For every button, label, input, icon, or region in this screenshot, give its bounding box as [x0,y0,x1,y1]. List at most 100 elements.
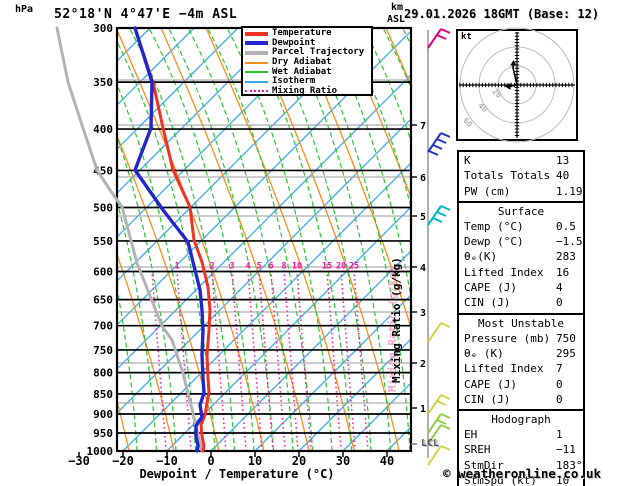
svg-text:7: 7 [420,121,426,132]
svg-text:1: 1 [174,262,179,272]
legend-item: Parcel Trajectory [245,48,368,58]
site-title: 52°18'N 4°47'E −4m ASL [54,7,238,22]
pressure-unit-label: hPa [15,4,34,15]
legend-line-sample [245,80,268,83]
row-label: θₑ (K) [464,346,504,360]
table-row: CAPE (J) 4 [459,280,583,295]
table-row: CIN (J) 0 [459,392,583,407]
row-value: 295 [556,346,576,360]
row-value: 13 [556,154,570,167]
legend-line-sample [245,31,268,36]
table-row: Dewp (°C) −1.5 [459,234,583,249]
table-row: EH 1 [459,427,583,442]
mixing-ratio-labels: 1 2 3 4 5 6 8 10 15 20 25 [174,262,359,272]
legend-line-sample [245,90,268,93]
row-value: 10 [556,474,570,486]
svg-text:15: 15 [322,262,332,272]
wind-barb [427,322,451,343]
isotherm-lines [117,28,411,451]
temp-axis-label: Dewpoint / Temperature (°C) [139,467,335,481]
row-value: 0 [556,377,563,391]
row-label: Lifted Index [464,362,544,376]
hodograph-unit-label: kt [461,32,472,42]
svg-text:0: 0 [207,454,214,468]
table-section: Most Unstable Pressure (mb) 750 θₑ (K) 295 Li… [459,312,583,409]
row-value: 0.5 [556,219,576,233]
row-label: Lifted Index [464,265,544,279]
table-section: Surface Temp (°C) 0.5 Dewp (°C) −1.5 θₑ(K) 283… [459,200,583,313]
parcel-trajectory-curve [55,26,204,453]
svg-text:6: 6 [420,173,426,184]
row-label: Totals Totals [464,169,551,183]
svg-text:300: 300 [93,22,113,35]
legend-item: Mixing Ratio [245,85,368,97]
table-row: Pressure (mb) 750 [459,331,583,346]
svg-text:800: 800 [93,367,113,380]
table-row: Lifted Index 7 [459,361,583,376]
svg-text:850: 850 [93,388,113,401]
svg-text:20: 20 [292,454,306,468]
altitude-unit-km: km [391,2,404,13]
legend-item: Isotherm [245,77,368,87]
wind-barb [427,28,451,49]
table-row: StmDir 183° [459,458,583,473]
table-row: θₑ (K) 295 [459,346,583,361]
row-label: StmDir [464,458,504,472]
row-label: K [464,154,471,167]
legend-item-label: Wet Adiabat [272,66,332,77]
wind-barb [427,205,451,226]
svg-text:400: 400 [93,123,113,136]
svg-text:350: 350 [93,76,113,89]
row-value: 183° [556,458,583,472]
mixing-ratio-lines [151,271,369,451]
svg-text:3: 3 [229,262,234,272]
altitude-unit-asl: ASL [387,14,406,25]
svg-text:900: 900 [93,408,113,421]
row-label: EH [464,428,478,442]
svg-text:2: 2 [209,262,214,272]
row-value: 4 [556,281,563,295]
wind-barb [427,424,451,445]
lcl-label: LCL [421,438,440,449]
svg-text:20: 20 [336,262,346,272]
wind-barb [427,394,451,415]
legend-line-sample [245,61,268,64]
wind-barb [427,445,451,466]
row-value: −11 [556,443,576,457]
row-value: 1 [556,428,563,442]
legend-item-label: Isotherm [272,76,316,87]
svg-text:4: 4 [420,263,426,274]
row-label: CIN (J) [464,392,511,406]
table-row: CIN (J) 0 [459,295,583,310]
legend-item: Dewpoint [245,37,368,49]
svg-text:10: 10 [248,454,262,468]
km-axis: 7 6 5 4 3 2 1 [411,121,426,445]
svg-text:−20: −20 [112,454,134,468]
legend-line-sample [245,71,268,74]
table-row: SREH −11 [459,442,583,457]
svg-text:750: 750 [93,344,113,357]
hodograph-trace [512,63,518,86]
table-row: CAPE (J) 0 [459,377,583,392]
row-value: 283 [556,250,576,264]
table-row: θₑ(K) 283 [459,249,583,264]
row-label: StmSpd (kt) [464,474,537,486]
svg-text:650: 650 [93,294,113,307]
row-label: PW (cm) [464,184,511,198]
row-label: θₑ(K) [464,250,498,264]
legend-item-label: Mixing Ratio [272,85,338,96]
row-label: SREH [464,443,491,457]
svg-text:6: 6 [268,262,273,272]
row-value: 16 [556,265,570,279]
legend-item-label: Dewpoint [272,37,316,48]
svg-text:5: 5 [256,262,261,272]
hodograph [456,27,578,143]
svg-text:2: 2 [420,359,426,370]
row-value: 750 [556,331,576,345]
svg-text:10: 10 [292,262,302,272]
dewpoint-curve [133,26,206,453]
table-row: PW (cm) 1.19 [459,184,583,199]
table-section-header: Most Unstable [477,316,565,330]
valid-date: 29.01.2026 18GMT (Base: 12) [404,7,600,21]
